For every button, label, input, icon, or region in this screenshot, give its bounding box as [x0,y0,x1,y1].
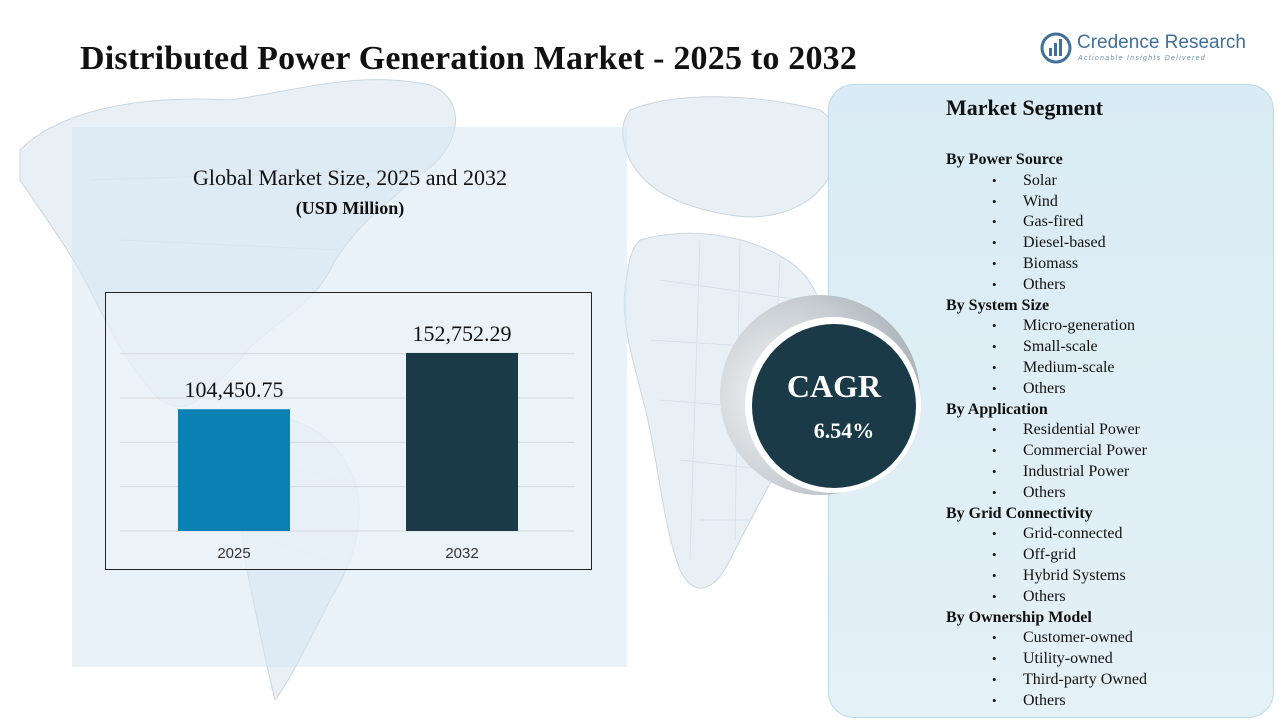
segment-item-label: Wind [1023,192,1058,210]
segment-title: Market Segment [946,95,1104,120]
bullet-icon: • [992,235,997,251]
segment-item: • Customer-owned [946,628,1266,649]
segment-item-label: Gas-fired [1023,213,1084,231]
bar-chart-logo-icon [1040,32,1072,64]
bar-chart: 104,450.75 2025 152,752.29 2032 [120,321,575,562]
segment-item: • Medium-scale [946,358,1266,379]
segment-item-label: Residential Power [1023,421,1140,439]
segment-group-label: By System Size [946,296,1050,314]
segment-item-label: Utility-owned [1023,650,1113,668]
segment-item-label: Others [1023,275,1066,293]
segment-item: • Others [946,587,1266,608]
segment-item: • Commercial Power [946,441,1266,462]
bullet-icon: • [992,193,997,209]
bullet-icon: • [992,443,997,459]
segment-item-label: Customer-owned [1023,629,1133,647]
segment-item: • Solar [946,171,1266,192]
brand-name: Credence Research [1077,32,1246,53]
chart-unit: (USD Million) [295,198,405,218]
bullet-icon: • [992,692,997,708]
page-title: Distributed Power Generation Market - 20… [80,40,858,77]
segment-item: • Others [946,691,1266,712]
bullet-icon: • [992,214,997,230]
bullet-icon: • [992,671,997,687]
cagr-badge: CAGR 6.54% [752,324,916,488]
segment-item-label: Others [1023,483,1066,501]
segment-list: By Power Source • Solar • Wind • Gas-fired • Die… [946,150,1266,712]
brand-logo[interactable]: Credence Research Actionable Insights De… [1040,30,1255,70]
bullet-icon: • [992,422,997,438]
bullet-icon: • [992,588,997,604]
segment-item-label: Small-scale [1023,338,1098,356]
segment-item-label: Commercial Power [1023,442,1147,460]
segment-item: • Third-party Owned [946,670,1266,691]
chart-title: Global Market Size, 2025 and 2032 [192,165,508,190]
bullet-icon: • [992,651,997,667]
bullet-icon: • [992,380,997,396]
segment-item-label: Others [1023,379,1066,397]
segment-item: • Small-scale [946,337,1266,358]
bullet-icon: • [992,484,997,500]
bullet-icon: • [992,526,997,542]
segment-item: • Micro-generation [946,316,1266,337]
segment-item-label: Grid-connected [1023,525,1123,543]
segment-item-label: Others [1023,587,1066,605]
segment-item: • Others [946,483,1266,504]
segment-item-label: Medium-scale [1023,358,1115,376]
bullet-icon: • [992,276,997,292]
bullet-icon: • [992,339,997,355]
segment-item-label: Solar [1023,171,1057,189]
data-label: 104,450.75 [185,377,284,402]
segment-item: • Grid-connected [946,524,1266,545]
x-tick-label: 2025 [217,545,250,562]
segment-item: • Industrial Power [946,462,1266,483]
segment-group-label: By Ownership Model [946,608,1092,626]
segment-item-label: Biomass [1023,254,1079,272]
segment-item: • Biomass [946,254,1266,275]
bullet-icon: • [992,630,997,646]
bar-2032 [406,352,518,531]
bullet-icon: • [992,318,997,334]
segment-item: • Residential Power [946,420,1266,441]
segment-item: • Wind [946,192,1266,213]
segment-item: • Off-grid [946,545,1266,566]
bullet-icon: • [992,547,997,563]
bullet-icon: • [992,172,997,188]
x-tick-label: 2032 [445,545,478,562]
bullet-icon: • [992,463,997,479]
segment-group-label: By Application [946,400,1048,418]
segment-item: • Others [946,379,1266,400]
bullet-icon: • [992,567,997,583]
segment-item-label: Others [1023,691,1066,709]
segment-item: • Gas-fired [946,212,1266,233]
data-label: 152,752.29 [413,321,512,346]
segment-item: • Others [946,275,1266,296]
bullet-icon: • [992,359,997,375]
bullet-icon: • [992,255,997,271]
cagr-value: 6.54% [813,418,875,443]
segment-item-label: Third-party Owned [1023,670,1147,688]
bar-2025 [178,409,290,531]
segment-item-label: Hybrid Systems [1023,566,1126,584]
segment-item: • Diesel-based [946,233,1266,254]
segment-item: • Utility-owned [946,649,1266,670]
segment-group-label: By Grid Connectivity [946,504,1093,522]
brand-tagline: Actionable Insights Delivered [1078,55,1206,62]
segment-item-label: Industrial Power [1023,462,1130,480]
segment-item-label: Micro-generation [1023,317,1135,335]
segment-item-label: Off-grid [1023,546,1077,564]
segment-item: • Hybrid Systems [946,566,1266,587]
cagr-label: CAGR [786,368,882,404]
segment-group-label: By Power Source [946,151,1063,168]
segment-item-label: Diesel-based [1023,234,1106,252]
